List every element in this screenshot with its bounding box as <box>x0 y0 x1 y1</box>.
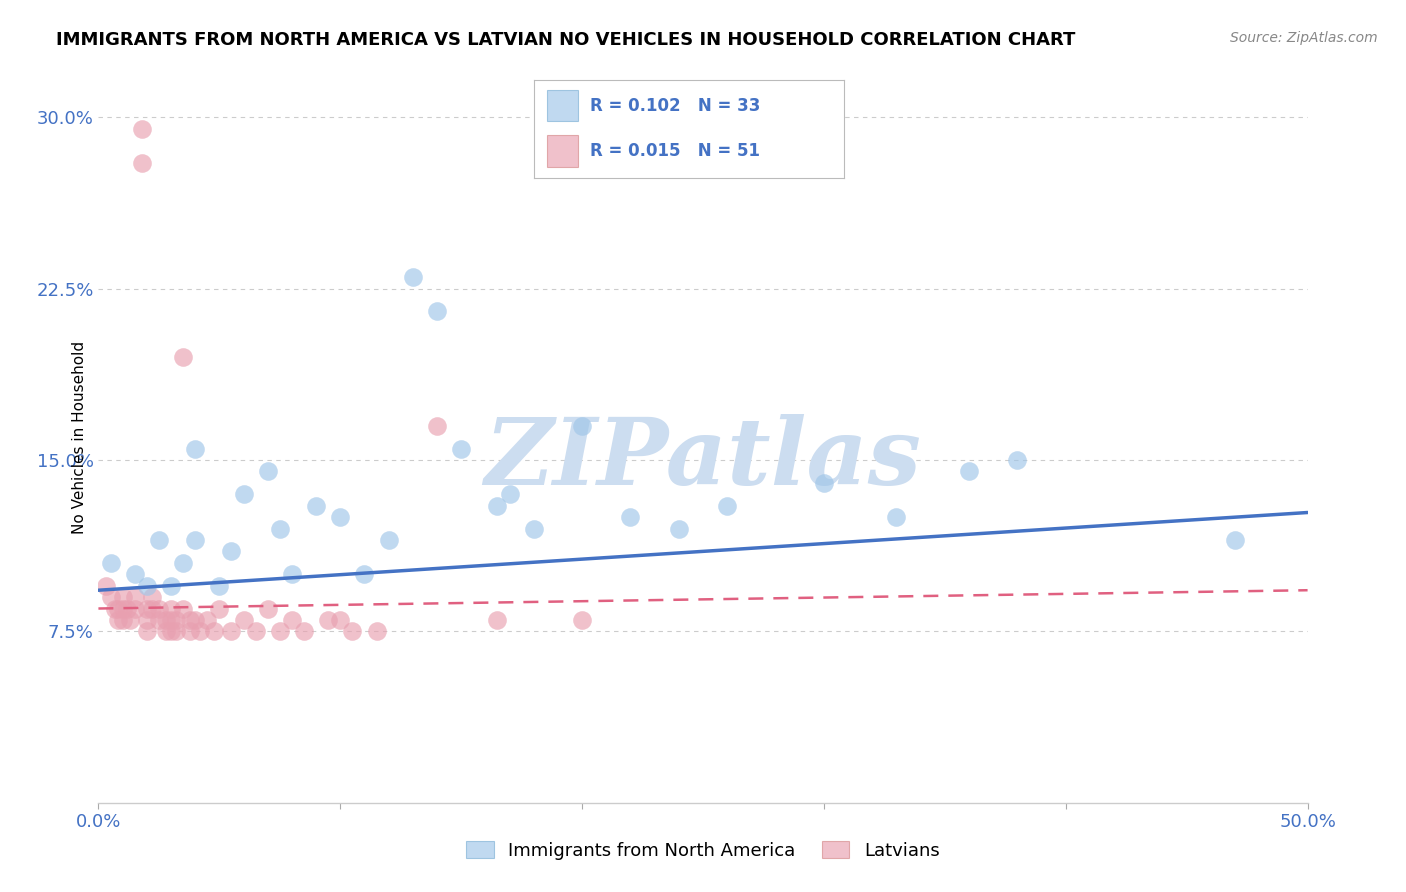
Bar <box>547 90 578 121</box>
Point <box>208 579 231 593</box>
Point <box>111 613 134 627</box>
Point <box>221 544 243 558</box>
Point <box>100 590 122 604</box>
Point <box>668 521 690 535</box>
Point <box>135 579 157 593</box>
Point <box>342 624 364 639</box>
Point <box>165 624 187 639</box>
Point <box>184 613 207 627</box>
Point <box>957 464 980 478</box>
Point <box>886 510 908 524</box>
Point <box>256 601 278 615</box>
Point <box>716 499 738 513</box>
Point <box>172 601 194 615</box>
Text: R = 0.015   N = 51: R = 0.015 N = 51 <box>591 142 761 160</box>
Point <box>124 590 146 604</box>
Point <box>523 521 546 535</box>
Point <box>148 613 170 627</box>
Point <box>329 510 352 524</box>
Point <box>813 475 835 490</box>
Point <box>160 613 183 627</box>
Point <box>486 499 509 513</box>
Point <box>179 613 201 627</box>
Point <box>94 579 117 593</box>
Point <box>124 567 146 582</box>
Point <box>1223 533 1246 547</box>
Point <box>111 601 134 615</box>
Point <box>1007 453 1029 467</box>
Point <box>571 418 593 433</box>
Point <box>160 579 183 593</box>
Point <box>117 601 139 615</box>
Point <box>135 613 157 627</box>
Y-axis label: No Vehicles in Household: No Vehicles in Household <box>72 341 87 533</box>
Point <box>256 464 278 478</box>
Point <box>118 613 141 627</box>
Point <box>148 601 170 615</box>
Point <box>232 487 254 501</box>
Point <box>450 442 472 456</box>
Point <box>619 510 641 524</box>
Text: R = 0.102   N = 33: R = 0.102 N = 33 <box>591 97 761 115</box>
Point <box>305 499 328 513</box>
Point <box>172 350 194 364</box>
Point <box>426 418 449 433</box>
Point <box>486 613 509 627</box>
Point <box>141 601 163 615</box>
Point <box>353 567 375 582</box>
Point <box>281 567 304 582</box>
Point <box>111 590 134 604</box>
Point <box>184 533 207 547</box>
Point <box>281 613 304 627</box>
Point <box>100 556 122 570</box>
Point <box>204 624 226 639</box>
Point <box>184 442 207 456</box>
Point <box>131 121 153 136</box>
Point <box>160 624 183 639</box>
Point <box>155 613 177 627</box>
Point <box>292 624 315 639</box>
Point <box>269 521 291 535</box>
Point <box>135 624 157 639</box>
Point <box>131 155 153 169</box>
Point <box>160 601 183 615</box>
Point <box>104 601 127 615</box>
Text: Source: ZipAtlas.com: Source: ZipAtlas.com <box>1230 31 1378 45</box>
Point <box>498 487 520 501</box>
Point <box>124 601 146 615</box>
Point <box>135 601 157 615</box>
Point <box>141 590 163 604</box>
Point <box>269 624 291 639</box>
Point <box>329 613 352 627</box>
Point <box>188 624 211 639</box>
Point <box>208 601 231 615</box>
Point <box>195 613 218 627</box>
Text: ZIPatlas: ZIPatlas <box>485 414 921 504</box>
Point <box>571 613 593 627</box>
Point <box>107 601 129 615</box>
Point <box>366 624 388 639</box>
Point <box>221 624 243 639</box>
Point <box>245 624 267 639</box>
Point <box>165 613 187 627</box>
Point <box>148 533 170 547</box>
Point <box>179 624 201 639</box>
Point <box>402 270 425 285</box>
Point <box>155 624 177 639</box>
Point <box>377 533 399 547</box>
Point <box>426 304 449 318</box>
Text: IMMIGRANTS FROM NORTH AMERICA VS LATVIAN NO VEHICLES IN HOUSEHOLD CORRELATION CH: IMMIGRANTS FROM NORTH AMERICA VS LATVIAN… <box>56 31 1076 49</box>
Bar <box>547 136 578 167</box>
Point <box>107 613 129 627</box>
Point <box>172 556 194 570</box>
Point <box>232 613 254 627</box>
Legend: Immigrants from North America, Latvians: Immigrants from North America, Latvians <box>460 834 946 867</box>
Point <box>316 613 339 627</box>
